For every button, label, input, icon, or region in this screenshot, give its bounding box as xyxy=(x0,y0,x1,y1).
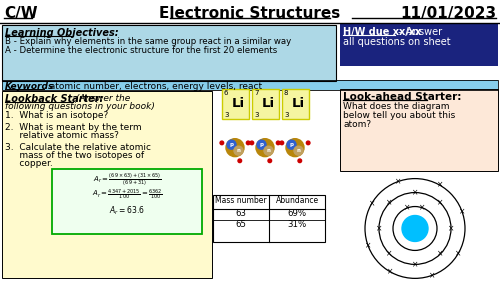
Text: 65: 65 xyxy=(236,221,246,230)
Text: 63: 63 xyxy=(236,209,246,217)
Text: – Answer: – Answer xyxy=(395,27,442,37)
Text: p: p xyxy=(230,142,234,147)
Text: Lookback Starter:: Lookback Starter: xyxy=(5,94,103,104)
Text: Li: Li xyxy=(232,97,245,110)
Circle shape xyxy=(256,139,274,157)
Text: ×: × xyxy=(438,199,444,208)
FancyBboxPatch shape xyxy=(213,194,325,243)
Circle shape xyxy=(264,146,273,155)
Text: 11/01/2023: 11/01/2023 xyxy=(400,6,496,21)
FancyBboxPatch shape xyxy=(2,80,498,90)
Text: 31%: 31% xyxy=(288,221,306,230)
Text: Learning Objectives:: Learning Objectives: xyxy=(5,28,118,38)
Text: below tell you about this: below tell you about this xyxy=(343,111,455,120)
Text: What does the diagram: What does the diagram xyxy=(343,102,450,111)
Text: all questions on sheet: all questions on sheet xyxy=(343,37,450,47)
Text: p: p xyxy=(260,142,264,147)
Text: ×: × xyxy=(387,267,393,276)
Circle shape xyxy=(298,159,302,163)
Text: Li: Li xyxy=(292,97,305,110)
Text: ×: × xyxy=(404,203,410,212)
Text: ×: × xyxy=(455,249,462,258)
FancyBboxPatch shape xyxy=(52,169,202,234)
Text: C/W: C/W xyxy=(4,6,38,21)
Text: ×: × xyxy=(420,203,426,212)
Text: $A_r = \frac{4347+2015}{100} = \frac{6362}{100}$: $A_r = \frac{4347+2015}{100} = \frac{636… xyxy=(92,188,162,202)
Text: $A_r = 63.6$: $A_r = 63.6$ xyxy=(109,205,145,217)
Circle shape xyxy=(306,141,310,145)
Text: Keywords: Keywords xyxy=(5,82,54,91)
FancyBboxPatch shape xyxy=(282,89,309,119)
Circle shape xyxy=(238,159,242,163)
Text: atom?: atom? xyxy=(343,120,371,129)
Circle shape xyxy=(280,141,283,145)
Text: Abundance: Abundance xyxy=(276,196,318,205)
Text: ×: × xyxy=(386,249,392,258)
Text: Electronic Structures: Electronic Structures xyxy=(160,6,340,21)
Text: ×: × xyxy=(459,207,465,216)
Text: : atomic number, electrons, energy levels, react: : atomic number, electrons, energy level… xyxy=(44,82,262,91)
Text: ×: × xyxy=(437,181,443,190)
Text: 3.  Calculate the relative atomic: 3. Calculate the relative atomic xyxy=(5,143,151,152)
Circle shape xyxy=(246,141,250,145)
Text: ×: × xyxy=(376,224,382,233)
Text: 69%: 69% xyxy=(288,209,306,217)
Text: Li: Li xyxy=(262,97,275,110)
Text: B - Explain why elements in the same group react in a similar way: B - Explain why elements in the same gro… xyxy=(5,37,291,46)
FancyBboxPatch shape xyxy=(2,25,336,81)
Circle shape xyxy=(220,141,224,145)
Text: p: p xyxy=(290,142,294,147)
Text: ×: × xyxy=(412,188,418,197)
Circle shape xyxy=(226,139,244,157)
Text: ×: × xyxy=(368,199,375,208)
Circle shape xyxy=(257,140,266,149)
Circle shape xyxy=(276,141,280,145)
FancyBboxPatch shape xyxy=(2,91,212,278)
Circle shape xyxy=(294,146,303,155)
Circle shape xyxy=(402,216,428,241)
FancyBboxPatch shape xyxy=(340,89,498,171)
Text: 3: 3 xyxy=(254,112,258,118)
Text: 6: 6 xyxy=(224,90,228,96)
Text: 3: 3 xyxy=(284,112,288,118)
Text: relative atomic mass?: relative atomic mass? xyxy=(5,131,119,140)
Text: n: n xyxy=(296,148,300,153)
Circle shape xyxy=(286,139,304,157)
Text: ×: × xyxy=(386,199,392,208)
Text: following questions in your book): following questions in your book) xyxy=(5,102,155,111)
Text: (Answer the: (Answer the xyxy=(73,94,130,103)
Text: ×: × xyxy=(429,271,436,280)
Text: Look-ahead Starter:: Look-ahead Starter: xyxy=(343,92,462,102)
Text: A - Determine the electronic structure for the first 20 elements: A - Determine the electronic structure f… xyxy=(5,46,277,55)
Text: ×: × xyxy=(394,177,401,186)
Circle shape xyxy=(227,140,236,149)
Circle shape xyxy=(234,146,243,155)
Text: ×: × xyxy=(438,249,444,258)
Circle shape xyxy=(268,159,272,163)
Text: copper.: copper. xyxy=(5,159,53,168)
Text: 8: 8 xyxy=(284,90,288,96)
Text: Mass number: Mass number xyxy=(215,196,267,205)
Text: 7: 7 xyxy=(254,90,258,96)
Circle shape xyxy=(250,141,254,145)
Text: 3: 3 xyxy=(224,112,228,118)
Text: ×: × xyxy=(448,224,454,233)
Circle shape xyxy=(287,140,296,149)
Text: 1.  What is an isotope?: 1. What is an isotope? xyxy=(5,111,108,120)
Text: ×: × xyxy=(412,260,418,269)
Text: mass of the two isotopes of: mass of the two isotopes of xyxy=(5,151,144,160)
Text: n: n xyxy=(236,148,240,153)
Text: ×: × xyxy=(365,241,371,250)
Text: 2.  What is meant by the term: 2. What is meant by the term xyxy=(5,123,141,132)
Text: n: n xyxy=(266,148,270,153)
FancyBboxPatch shape xyxy=(222,89,249,119)
FancyBboxPatch shape xyxy=(252,89,279,119)
Text: H/W due xx/xx: H/W due xx/xx xyxy=(343,27,421,37)
FancyBboxPatch shape xyxy=(340,23,498,66)
Text: $A_r = \frac{(69 \times 63)+(31 \times 65)}{(69+31)}$: $A_r = \frac{(69 \times 63)+(31 \times 6… xyxy=(92,172,162,188)
